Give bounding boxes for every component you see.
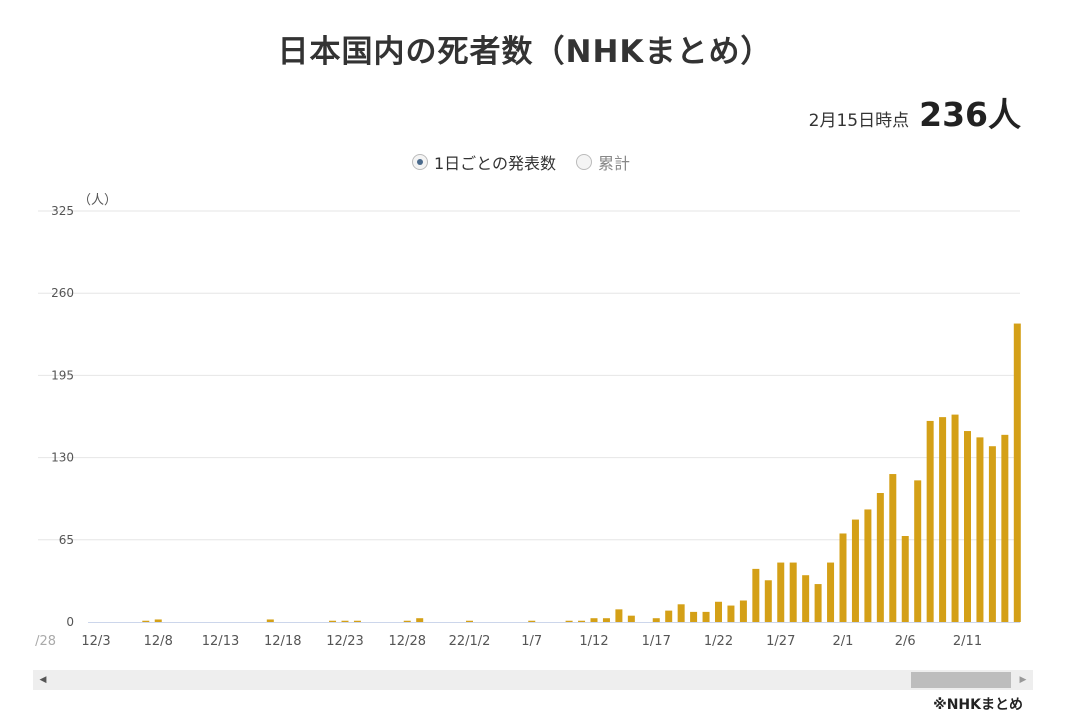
x-tick-label: 12/18 [264,634,301,649]
bar[interactable] [602,618,610,622]
bar[interactable] [976,437,984,622]
bar[interactable] [839,533,847,622]
bar[interactable] [1013,323,1021,622]
radio-daily[interactable]: 1日ごとの発表数 [412,150,556,174]
x-tick-label: 12/8 [144,634,173,649]
radio-unselected-icon [576,154,593,170]
bar[interactable] [677,604,685,622]
bar[interactable] [764,580,772,622]
bar[interactable] [715,601,722,622]
bar[interactable] [416,618,424,622]
bar[interactable] [590,618,598,622]
scrollbar-thumb[interactable] [911,672,1011,688]
bar[interactable] [329,620,337,622]
bar[interactable] [565,620,573,622]
x-tick-label: 22/1/2 [449,634,491,649]
radio-cumulative[interactable]: 累計 [576,150,630,174]
bar[interactable] [951,414,959,622]
bar[interactable] [876,493,884,622]
bar[interactable] [341,620,349,622]
radio-cumulative-label: 累計 [598,154,631,173]
chart-title: 日本国内の死者数（NHKまとめ） [277,34,773,70]
y-tick-label: 130 [51,451,74,465]
bar[interactable] [988,446,996,622]
bar[interactable] [403,620,411,622]
x-tick-label: 1/22 [704,634,733,649]
bar[interactable] [939,417,947,622]
bar[interactable] [926,420,934,622]
total-deaths: 236人 [919,95,1021,134]
bar[interactable] [615,609,623,622]
bar[interactable] [901,536,909,622]
bar[interactable] [752,568,760,622]
x-tick-label: 2/1 [833,634,854,649]
bar[interactable] [702,611,710,622]
bar[interactable] [827,562,835,622]
x-tick-label: 2/6 [895,634,916,649]
view-toggle: 1日ごとの発表数 累計 [412,150,630,174]
bar[interactable] [627,615,635,622]
bar[interactable] [528,620,536,622]
bar[interactable] [578,620,586,622]
bar[interactable] [814,584,822,622]
bar[interactable] [727,605,735,622]
x-tick-label: /28 [35,634,56,649]
x-tick-label: 1/17 [642,634,671,649]
x-tick-label: 12/3 [81,634,110,649]
y-tick-label: 65 [59,533,74,547]
bar[interactable] [864,509,872,622]
x-tick-label: 1/7 [521,634,542,649]
x-tick-label: 1/12 [579,634,608,649]
horizontal-scrollbar[interactable]: ◀ ▶ [33,670,1033,690]
x-tick-label: 12/13 [202,634,239,649]
y-tick-label: 0 [66,615,74,629]
y-axis-label: （人） [78,193,117,208]
x-tick-label: 12/23 [326,634,363,649]
bar[interactable] [652,618,660,622]
bar[interactable] [889,474,897,622]
bar[interactable] [851,519,859,622]
bar[interactable] [266,619,274,622]
scroll-right-arrow-icon[interactable]: ▶ [1019,675,1027,685]
source-note: ※NHKまとめ [933,697,1023,713]
bar[interactable] [142,620,150,622]
as-of-date: 2月15日時点 [808,111,910,131]
bar[interactable] [154,619,162,622]
total-summary: 2月15日時点 236人 [809,88,1021,136]
y-tick-label: 260 [51,286,74,300]
bar[interactable] [964,431,971,622]
x-tick-label: 1/27 [766,634,795,649]
y-tick-label: 195 [51,368,74,382]
bar[interactable] [466,620,473,622]
scroll-left-arrow-icon[interactable]: ◀ [39,675,47,685]
bar-chart: 0 65 130 195 260 325 （人） 12/3 12/8 12/13 12/18 12/2… [35,193,1021,649]
bar[interactable] [665,610,673,622]
radio-daily-label: 1日ごとの発表数 [434,154,557,173]
bar[interactable] [353,620,361,622]
x-tick-label: 12/28 [389,634,426,649]
bar[interactable] [739,600,747,622]
bar[interactable] [1001,434,1009,622]
bar[interactable] [802,575,810,622]
bar[interactable] [914,480,922,622]
bar[interactable] [690,611,698,622]
bar[interactable] [789,562,797,622]
x-tick-label: 2/11 [953,634,982,649]
bar[interactable] [777,562,785,622]
radio-selected-icon [412,154,428,170]
y-tick-label: 325 [51,204,74,218]
